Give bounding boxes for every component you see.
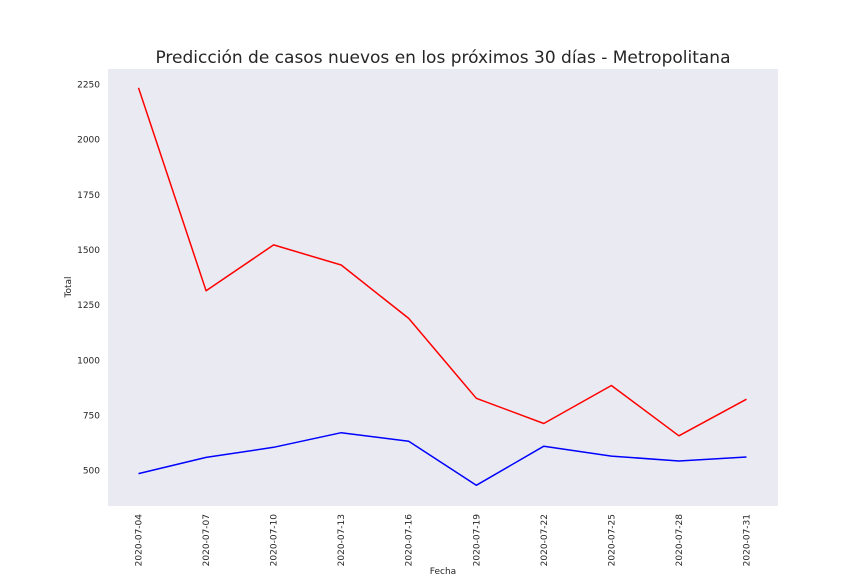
series-lines — [137, 87, 747, 487]
y-tick-label: 1500 — [77, 246, 100, 256]
series-line-2 — [138, 431, 747, 487]
x-tick-label: 2020-07-31 — [743, 514, 753, 566]
x-tick-label: 2020-07-13 — [337, 514, 347, 566]
x-tick-label: 2020-07-25 — [607, 514, 617, 566]
x-tick-label: 2020-07-22 — [540, 514, 550, 566]
y-tick-label: 2250 — [77, 80, 100, 90]
y-tick-label: 2000 — [77, 136, 100, 146]
y-tick-label: 1750 — [77, 191, 100, 201]
x-tick-label: 2020-07-07 — [202, 514, 212, 566]
x-tick-label: 2020-07-04 — [135, 514, 145, 567]
plot-area — [108, 69, 778, 506]
y-axis-label: Total — [64, 276, 74, 298]
y-axis-ticks: 500 750 1000 1250 1500 1750 2000 2250 — [77, 80, 100, 476]
y-tick-label: 1000 — [77, 356, 100, 366]
x-tick-label: 2020-07-19 — [472, 514, 482, 567]
x-tick-label: 2020-07-28 — [675, 514, 685, 567]
series-line-1 — [137, 87, 747, 437]
chart-title: Predicción de casos nuevos en los próxim… — [155, 48, 730, 68]
x-tick-label: 2020-07-10 — [270, 514, 280, 567]
x-tick-label: 2020-07-16 — [405, 514, 415, 567]
x-axis-label: Fecha — [430, 567, 456, 576]
y-tick-label: 750 — [83, 412, 100, 422]
y-tick-label: 1250 — [77, 301, 100, 311]
y-tick-label: 500 — [83, 467, 100, 477]
x-axis-ticks: 2020-07-04 2020-07-07 2020-07-10 2020-07-13… — [135, 514, 753, 567]
